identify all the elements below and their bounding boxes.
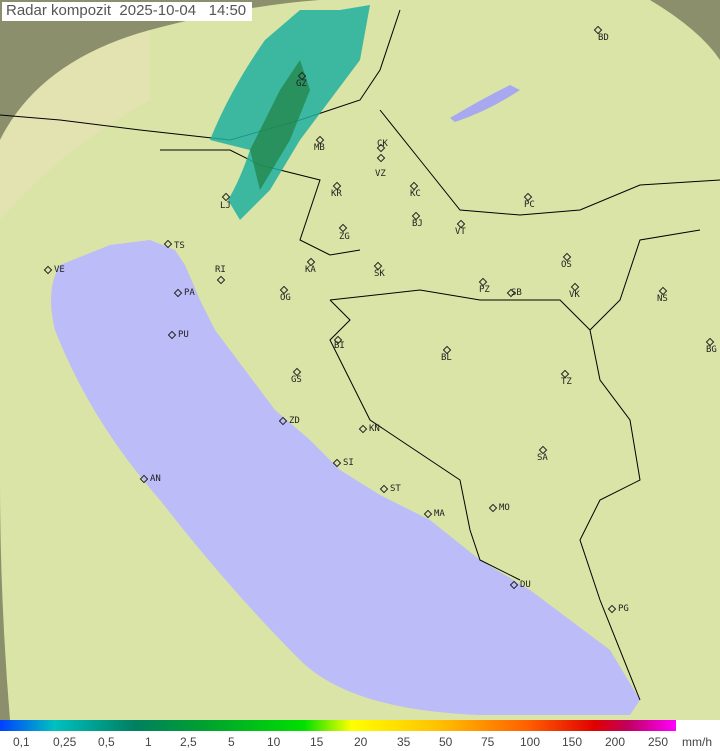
city-label: GS [291,375,302,385]
legend-label: 35 [397,735,411,749]
city-label: MB [314,143,325,153]
legend-label: 250 [648,735,669,749]
city-label: KC [410,189,421,199]
city-label: SB [511,288,522,298]
precipitation-color-scale [0,720,676,731]
legend-label: 0,5 [98,735,115,749]
legend-label: 10 [267,735,281,749]
city-label: KR [331,189,342,199]
city-label: PZ [479,285,490,295]
adriatic-sea [51,240,640,715]
legend-label: 0,1 [13,735,30,749]
city-label: NS [657,294,668,304]
radar-echo-core [250,60,310,190]
radar-map[interactable] [0,0,720,720]
city-label: PA [184,288,195,298]
coverage-area [0,0,720,720]
city-label: BG [706,345,717,355]
city-label: MO [499,503,510,513]
lake-balaton [450,85,520,122]
legend-label: 0,25 [53,735,77,749]
legend-label: 20 [354,735,368,749]
city-label: VT [455,227,466,237]
city-label: OS [561,260,572,270]
city-label: PU [178,330,189,340]
city-label: VE [54,265,65,275]
city-label: TS [174,241,185,251]
city-label: BL [441,353,452,363]
city-label: SK [374,269,385,279]
city-label: PG [618,604,629,614]
city-label: OG [280,293,291,303]
legend-labels: 0,1 0,25 0,5 1 2,5 5 10 15 20 35 50 75 1… [0,735,720,751]
city-label: SA [537,453,548,463]
city-label: KA [305,265,316,275]
city-label: VK [569,290,580,300]
legend-label: 50 [439,735,453,749]
map-title: Radar kompozit 2025-10-04 14:50 [2,2,253,21]
city-label: AN [150,474,161,484]
city-label: BI [334,341,345,351]
legend-unit: mm/h [682,735,712,749]
city-label: SI [343,458,354,468]
legend-label: 5 [228,735,235,749]
city-label: GZ [296,79,307,89]
coverage-outer-ring [0,30,150,220]
legend-label: 200 [605,735,626,749]
city-label: LJ [220,201,231,211]
legend-label: 2,5 [180,735,197,749]
city-label: RI [215,265,226,275]
legend-label: 75 [481,735,495,749]
city-label: BJ [412,219,423,229]
city-label: VZ [375,169,386,179]
city-label: KN [369,424,380,434]
city-label: ST [390,484,401,494]
city-label: CK [377,139,388,149]
city-label: PC [524,200,535,210]
legend-label: 100 [520,735,541,749]
legend-label: 1 [145,735,152,749]
city-label: BD [598,33,609,43]
legend-label: 15 [310,735,324,749]
city-label: MA [434,509,445,519]
city-label: ZG [339,232,350,242]
city-label: DU [520,580,531,590]
city-label: ZD [289,416,300,426]
city-label: TZ [561,377,572,387]
legend-label: 150 [562,735,583,749]
